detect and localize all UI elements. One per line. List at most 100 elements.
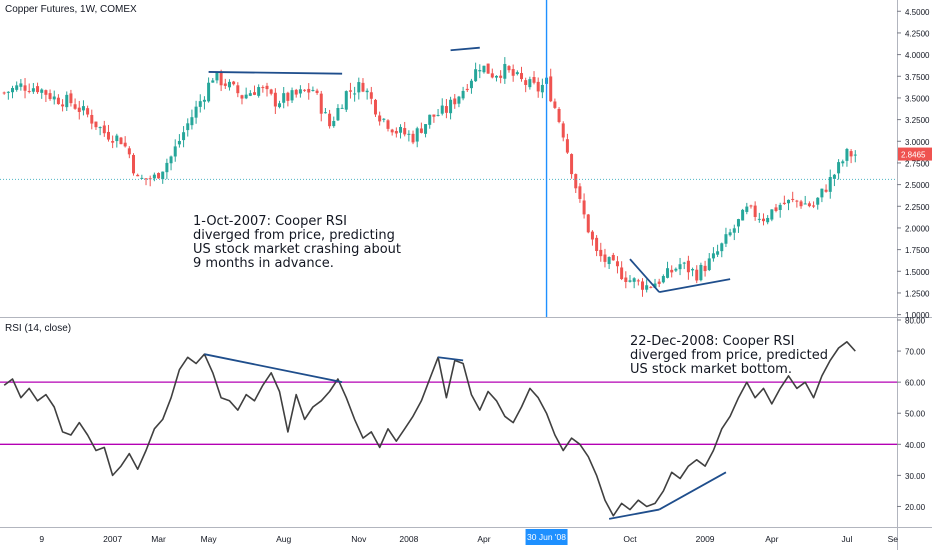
vertical-marker-label: 30 Jun '08 xyxy=(527,532,566,542)
candle-body xyxy=(169,156,173,164)
candle-body xyxy=(399,126,403,133)
price-trendline xyxy=(659,278,731,293)
candle-body xyxy=(691,269,695,271)
candle-body xyxy=(361,82,365,92)
candle-body xyxy=(774,207,778,211)
candle-body xyxy=(782,202,786,204)
candle-body xyxy=(432,114,436,117)
candle-body xyxy=(407,133,411,135)
candle-body xyxy=(19,83,23,87)
candle-body xyxy=(540,84,544,93)
candle-body xyxy=(820,188,824,198)
candle-body xyxy=(273,92,277,107)
price-tick-label: 3.0000 xyxy=(905,138,930,147)
candle-body xyxy=(761,218,765,222)
candle-body xyxy=(378,115,382,122)
candle-body xyxy=(369,92,373,99)
candle-body xyxy=(728,232,732,236)
candle-body xyxy=(720,243,724,252)
candle-body xyxy=(778,204,782,210)
candle-body xyxy=(240,95,244,99)
candle-body xyxy=(603,254,607,262)
time-tick-label: Nov xyxy=(351,534,367,544)
candle-body xyxy=(86,108,90,115)
candle-body xyxy=(357,82,361,93)
candle-body xyxy=(165,162,169,173)
candle-body xyxy=(520,73,524,80)
candle-body xyxy=(44,90,48,95)
candle-body xyxy=(536,81,540,92)
candle-body xyxy=(636,280,640,282)
candle-body xyxy=(282,93,286,103)
price-tick-label: 4.5000 xyxy=(905,8,930,17)
rsi-tick-label: 20.00 xyxy=(905,503,926,512)
candle-body xyxy=(303,89,307,91)
price-tick-label: 4.2500 xyxy=(905,29,930,38)
candle-body xyxy=(311,89,315,91)
candle-body xyxy=(666,268,670,278)
price-tick-label: 4.0000 xyxy=(905,51,930,60)
candle-body xyxy=(115,135,119,142)
rsi-tick-label: 30.00 xyxy=(905,472,926,481)
time-tick-label: Apr xyxy=(477,534,490,544)
rsi-trendline xyxy=(658,471,727,511)
price-tick-label: 2.0000 xyxy=(905,224,930,233)
candle-body xyxy=(428,114,432,125)
candle-body xyxy=(457,96,461,104)
candle-body xyxy=(227,81,231,88)
candle-body xyxy=(69,93,73,104)
candle-body xyxy=(461,90,465,99)
price-tick-label: 1.0000 xyxy=(905,311,930,320)
candle-body xyxy=(582,200,586,215)
candle-body xyxy=(449,99,453,114)
price-tick-label: 3.5000 xyxy=(905,94,930,103)
candle-body xyxy=(119,137,123,145)
candle-body xyxy=(611,254,615,261)
candle-body xyxy=(620,267,624,280)
candle-body xyxy=(716,251,720,255)
candle-body xyxy=(661,276,665,283)
candle-body xyxy=(649,286,653,288)
time-tick-label: Aug xyxy=(276,534,291,544)
time-tick-label: 2007 xyxy=(103,534,122,544)
candle-body xyxy=(298,89,302,94)
price-chart-title: Copper Futures, 1W, COMEX xyxy=(5,4,137,15)
candle-body xyxy=(757,218,761,220)
candle-body xyxy=(787,199,791,204)
candle-body xyxy=(102,125,106,134)
candle-body xyxy=(503,63,507,79)
candle-body xyxy=(232,81,236,85)
candle-body xyxy=(202,99,206,102)
candle-body xyxy=(657,281,661,284)
time-tick-label: 9 xyxy=(39,534,44,544)
candle-body xyxy=(849,151,853,157)
candle-body xyxy=(223,83,227,86)
time-tick-label: 2008 xyxy=(399,534,418,544)
candle-body xyxy=(177,140,181,145)
candle-body xyxy=(816,197,820,205)
candle-body xyxy=(219,71,223,86)
candle-body xyxy=(31,88,35,92)
candle-body xyxy=(482,65,486,73)
price-tick-label: 3.2500 xyxy=(905,116,930,125)
candle-body xyxy=(286,92,290,101)
candle-body xyxy=(353,93,357,95)
price-trendline xyxy=(450,46,480,52)
candle-body xyxy=(148,178,152,180)
rsi-tick-label: 60.00 xyxy=(905,379,926,388)
rsi-title: RSI (14, close) xyxy=(5,323,72,334)
time-tick-label: May xyxy=(201,534,218,544)
price-trendline xyxy=(208,71,343,75)
candle-body xyxy=(653,283,657,288)
price-trendline xyxy=(629,258,660,293)
candle-body xyxy=(474,69,478,82)
candle-body xyxy=(394,130,398,134)
candle-body xyxy=(703,265,707,272)
candle-body xyxy=(624,277,628,282)
candle-body xyxy=(194,106,198,118)
candle-body xyxy=(332,121,336,127)
candle-body xyxy=(90,114,94,124)
candle-body xyxy=(515,72,519,75)
candle-body xyxy=(478,70,482,72)
